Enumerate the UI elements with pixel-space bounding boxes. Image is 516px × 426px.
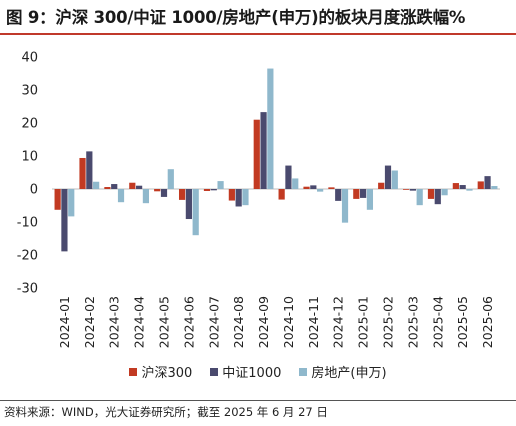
bar-zz1000-2024-10 — [285, 165, 292, 189]
bar-zz1000-2024-11 — [310, 185, 317, 189]
bar-realestate-2025-06 — [491, 186, 498, 189]
bar-realestate-2024-09 — [267, 68, 274, 189]
bar-hs300-2025-06 — [477, 181, 484, 189]
title-divider — [0, 33, 516, 35]
legend-swatch — [210, 367, 219, 376]
bar-realestate-2025-01 — [366, 189, 374, 210]
x-tick-label: 2024-10 — [281, 296, 296, 348]
bar-hs300-2024-01 — [54, 189, 61, 210]
x-tick-label: 2024-11 — [306, 296, 321, 348]
x-axis: 2024-01 2024-02 2024-03 2024-04 2024-05 2024-… — [57, 296, 495, 348]
bar-realestate-2024-03 — [117, 189, 125, 203]
y-tick-label: -20 — [17, 249, 38, 264]
bar-realestate-2024-02 — [93, 181, 100, 189]
bar-hs300-2024-02 — [79, 157, 86, 189]
bar-zz1000-2024-12 — [335, 189, 342, 201]
bar-zz1000-2024-01 — [61, 189, 68, 252]
x-tick-label: 2024-12 — [331, 296, 346, 348]
bar-zz1000-2025-03 — [409, 189, 416, 191]
bar-zz1000-2025-02 — [384, 165, 392, 189]
x-tick-label: 2025-06 — [480, 296, 495, 348]
x-tick-label: 2025-05 — [455, 296, 470, 348]
bar-hs300-2025-02 — [378, 182, 385, 189]
bar-realestate-2024-01 — [68, 189, 75, 217]
bars — [54, 68, 498, 252]
x-tick-label: 2025-03 — [405, 296, 420, 348]
bar-realestate-2024-06 — [192, 189, 199, 236]
source-note: 资料来源：WIND，光大证券研究所；截至 2025 年 6 月 27 日 — [4, 405, 328, 419]
y-tick-label: 20 — [21, 117, 38, 132]
legend-swatch — [299, 367, 308, 376]
bar-hs300-2024-10 — [278, 189, 285, 200]
bar-realestate-2025-04 — [441, 189, 448, 196]
bar-hs300-2025-05 — [452, 183, 459, 189]
bar-zz1000-2024-02 — [86, 151, 93, 189]
chart-title: 图 9：沪深 300/中证 1000/房地产(申万)的板块月度涨跌幅% — [6, 8, 466, 27]
bar-realestate-2024-08 — [242, 189, 249, 206]
bar-hs300-2024-11 — [303, 186, 310, 189]
y-tick-label: 40 — [21, 51, 38, 66]
x-tick-label: 2024-02 — [82, 296, 97, 348]
bar-hs300-2025-03 — [402, 189, 410, 190]
bar-zz1000-2025-05 — [459, 185, 466, 189]
legend-label: 沪深300 — [141, 366, 193, 381]
x-tick-label: 2025-02 — [381, 296, 396, 348]
y-tick-label: -10 — [17, 216, 38, 231]
x-tick-label: 2024-03 — [107, 296, 122, 348]
legend-label: 中证1000 — [222, 366, 282, 381]
bar-realestate-2024-10 — [292, 178, 299, 189]
x-tick-label: 2024-05 — [157, 296, 172, 348]
bar-realestate-2024-05 — [167, 169, 174, 189]
legend-swatch — [129, 367, 138, 376]
bar-realestate-2025-02 — [391, 170, 398, 189]
x-tick-label: 2024-01 — [57, 296, 72, 348]
legend-item: 沪深300 — [129, 362, 192, 381]
bar-hs300-2024-08 — [228, 189, 235, 201]
y-tick-label: 10 — [21, 150, 38, 165]
bar-realestate-2024-04 — [142, 189, 150, 204]
bar-hs300-2024-06 — [178, 189, 186, 200]
bar-zz1000-2025-04 — [434, 189, 441, 205]
y-tick-label: 0 — [30, 183, 38, 198]
y-tick-label: -30 — [17, 282, 38, 297]
bar-zz1000-2024-07 — [210, 189, 217, 191]
bar-zz1000-2025-01 — [360, 189, 367, 198]
bar-zz1000-2024-06 — [185, 189, 192, 220]
bar-hs300-2024-12 — [328, 187, 335, 189]
bar-zz1000-2025-06 — [484, 176, 491, 189]
bar-hs300-2024-05 — [154, 189, 161, 192]
bar-hs300-2024-03 — [104, 187, 111, 189]
x-tick-label: 2024-08 — [231, 296, 246, 348]
bar-hs300-2025-04 — [427, 189, 435, 199]
x-tick-label: 2024-04 — [132, 296, 147, 348]
bar-zz1000-2024-08 — [235, 189, 242, 207]
bar-zz1000-2024-03 — [111, 184, 118, 189]
chart-legend: 沪深300 中证1000 房地产(申万) — [0, 362, 516, 381]
x-tick-label: 2025-01 — [356, 296, 371, 348]
x-tick-label: 2024-06 — [181, 296, 196, 348]
bar-realestate-2024-11 — [317, 189, 324, 192]
legend-label: 房地产(申万) — [311, 366, 387, 381]
bar-hs300-2024-04 — [129, 182, 136, 189]
bar-zz1000-2024-04 — [136, 185, 143, 189]
legend-item: 房地产(申万) — [299, 362, 387, 381]
y-axis: -30 -20 -10 0 10 20 30 40 — [17, 51, 500, 297]
bar-hs300-2025-01 — [353, 189, 360, 199]
bar-realestate-2025-05 — [466, 189, 473, 191]
source-divider — [0, 400, 516, 401]
legend-item: 中证1000 — [210, 362, 281, 381]
bar-realestate-2025-03 — [416, 189, 423, 206]
x-tick-label: 2024-07 — [206, 296, 221, 348]
bar-chart: -30 -20 -10 0 10 20 30 40 2024-01 2024-02 2024-03… — [17, 51, 500, 348]
bar-zz1000-2024-05 — [160, 189, 168, 197]
x-tick-label: 2025-04 — [430, 296, 445, 348]
x-tick-label: 2024-09 — [256, 296, 271, 348]
bar-zz1000-2024-09 — [260, 112, 267, 189]
bar-hs300-2024-09 — [253, 119, 260, 189]
bar-realestate-2024-07 — [217, 181, 224, 189]
bar-hs300-2024-07 — [203, 189, 211, 191]
y-tick-label: 30 — [21, 84, 38, 99]
bar-realestate-2024-12 — [341, 189, 349, 223]
